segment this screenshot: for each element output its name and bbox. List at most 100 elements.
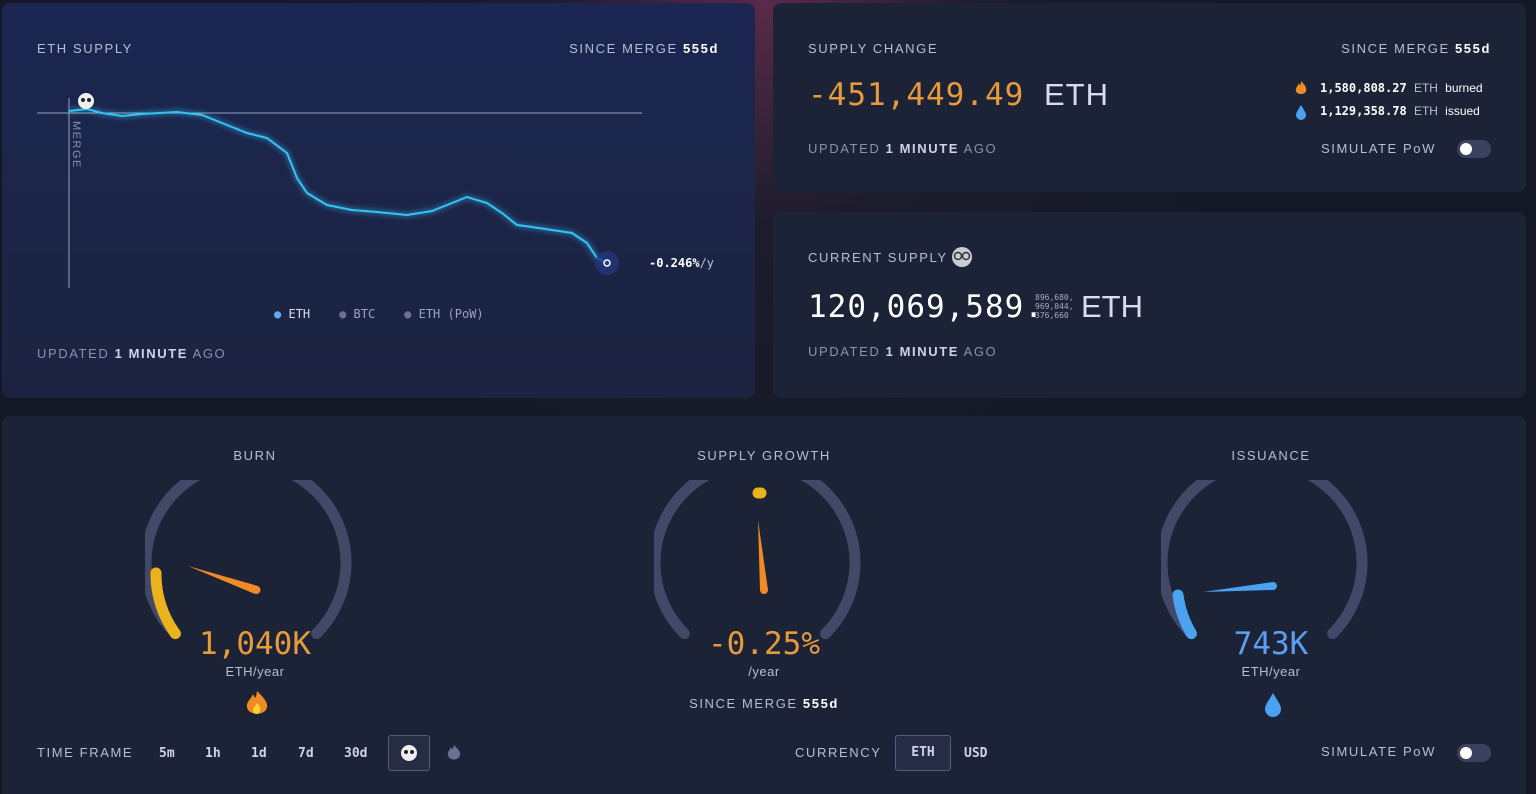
since: SINCE MERGE 555d [614,696,914,711]
gauge-title: SUPPLY GROWTH [697,448,831,463]
simulate-toggle[interactable] [1457,744,1491,762]
merge-label: MERGE [70,121,82,169]
since-label: SINCE MERGE [569,41,678,56]
gauge-track [1161,480,1368,640]
decimals: 896,680, 969,044, 376,660 [1035,293,1074,320]
title: ETH SUPPLY [37,41,133,56]
updated: UPDATED 1 MINUTE AGO [808,141,997,156]
issued-label: issued [1445,104,1480,118]
end-dot [603,259,611,267]
panda-icon [401,745,417,761]
updated-strong: 1 MINUTE [114,346,189,361]
burned-label: burned [1445,81,1483,95]
simulate-label: SIMULATE PoW [1320,744,1436,759]
burned-value: 1,580,808.27 [1320,81,1407,95]
unit: ETH [1081,289,1143,324]
legend-dot: ● [274,307,282,321]
legend-item[interactable]: ETH [288,307,311,321]
time-frame-button[interactable]: 5m [159,746,175,761]
since-value: 555d [802,696,839,711]
updated-suffix: AGO [963,344,998,359]
gauge-needle [188,566,258,594]
gauge-title: ISSUANCE [1231,448,1311,463]
legend-item[interactable]: BTC [353,307,376,321]
supply-change-panel: SUPPLY CHANGE SINCE MERGE 555d -451,449.… [773,3,1526,192]
gauge-title: BURN [233,448,277,463]
gauge-value: -0.25% [708,626,820,662]
updated-prefix: UPDATED [37,346,110,361]
gauge [654,480,861,640]
decimal-line: 376,660 [1035,311,1069,320]
rate-unit: /y [699,256,715,270]
since: SINCE MERGE 555d [569,41,719,56]
drop-icon [1296,105,1306,120]
gauge-needle [758,520,768,590]
gauges-panel: BURN 1,040K ETH/year SUPPLY GROWTH -0.25… [2,416,1526,794]
eth-supply-line [68,107,608,264]
legend-dot: ● [404,307,412,321]
gauge-unit: /year [748,664,780,679]
updated-prefix: UPDATED [808,344,881,359]
supply-line-chart [37,93,642,288]
gauge-fill [150,567,181,640]
since: SINCE MERGE 555d [1341,41,1491,56]
gauge-value: 743K [1233,626,1309,662]
supply-change: -451,449.49 ETH [808,77,1109,113]
currency-button[interactable]: ETH [895,735,951,771]
legend-dot: ● [339,307,347,321]
gauge [145,480,352,640]
gauge-needle [1203,582,1273,592]
time-frame-button[interactable]: 30d [344,746,368,761]
time-frame-label: TIME FRAME [37,745,134,760]
nerd-icon [952,247,972,267]
value: -451,449.49 [808,77,1025,113]
legend-item[interactable]: ETH (PoW) [418,307,484,321]
burn-frame-button[interactable] [445,743,463,763]
flame-icon [1295,81,1307,94]
gauge [1161,480,1368,640]
current-supply-value: 120,069,589. [808,289,1044,325]
legend: ● ETH ● BTC ● ETH (PoW) [274,307,484,321]
rate-value: -0.246% [649,256,700,270]
since-value: 555d [682,41,719,56]
panda-icon [78,93,94,109]
flame-icon [246,691,268,714]
simulate-toggle[interactable] [1457,140,1491,158]
gauge-fill [1172,589,1197,640]
gauge-track [145,480,352,640]
gauge-unit: ETH/year [1241,664,1301,679]
updated-strong: 1 MINUTE [885,344,960,359]
since-merge-button[interactable] [388,735,430,771]
time-frame-button[interactable]: 7d [298,746,314,761]
updated-strong: 1 MINUTE [885,141,960,156]
currency-label: CURRENCY [795,745,882,760]
title: CURRENT SUPPLY [808,250,948,265]
burned-unit: ETH [1413,81,1438,95]
issued-unit: ETH [1413,104,1438,118]
issued-value: 1,129,358.78 [1320,104,1407,118]
issued: 1,129,358.78 ETH issued [1320,104,1480,118]
time-frame-button[interactable]: 1h [205,746,221,761]
simulate-label: SIMULATE PoW [1320,141,1436,156]
gauge-value: 1,040K [199,626,311,662]
decimal-line: 896,680, [1035,293,1074,302]
currency-button[interactable]: USD [964,746,988,761]
icons [1295,81,1307,120]
since-value: 555d [1454,41,1491,56]
since-label: SINCE MERGE [1341,41,1450,56]
time-frame-button[interactable]: 1d [251,746,267,761]
supply-chart-panel: ETH SUPPLY SINCE MERGE 555d MERGE -0.246… [2,3,755,398]
since-label: SINCE MERGE [689,696,798,711]
title: SUPPLY CHANGE [808,41,939,56]
updated-suffix: AGO [963,141,998,156]
updated-prefix: UPDATED [808,141,881,156]
current-supply-panel: CURRENT SUPPLY 120,069,589. 896,680, 969,… [773,212,1526,398]
gauge-track [654,480,861,640]
drop-icon [1265,693,1281,717]
decimal-line: 969,044, [1035,302,1074,311]
gauge-unit: ETH/year [225,664,285,679]
updated: UPDATED 1 MINUTE AGO [37,346,226,361]
rate: -0.246%/y [649,256,714,270]
